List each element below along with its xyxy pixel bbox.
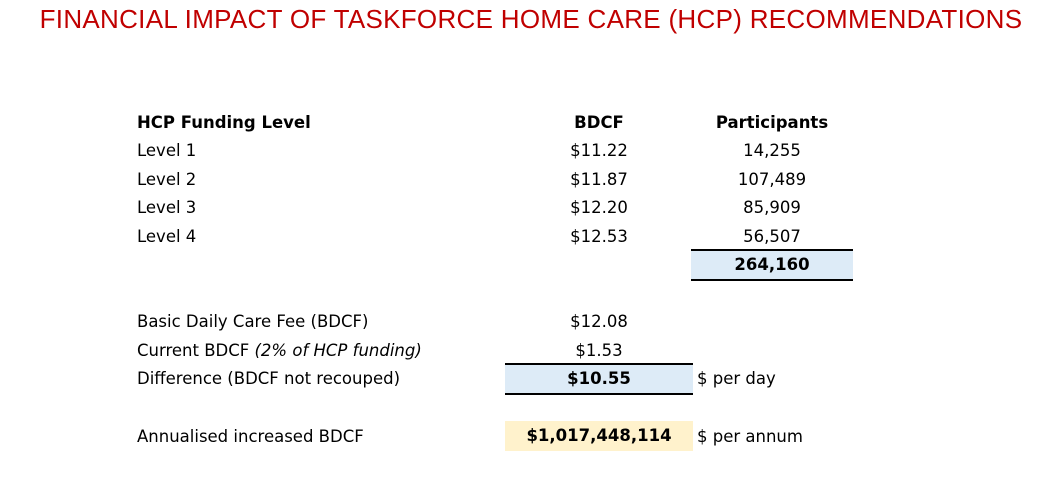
row-participants: 14,255 — [743, 141, 801, 160]
annual-label: Annualised increased BDCF — [137, 427, 364, 446]
current-bdcf-value: $1.53 — [575, 341, 623, 360]
row-bdcf: $12.20 — [570, 198, 628, 217]
difference-unit: $ per day — [697, 369, 776, 388]
total-participants: 264,160 — [691, 249, 853, 281]
header-participants: Participants — [715, 113, 829, 132]
header-funding-level: HCP Funding Level — [137, 113, 311, 132]
difference-label: Difference (BDCF not recouped) — [137, 369, 401, 388]
annual-value: $1,017,448,114 — [505, 421, 693, 451]
current-bdcf-text: Current BDCF — [137, 341, 255, 360]
header-bdcf: BDCF — [574, 113, 624, 132]
row-level: Level 3 — [137, 198, 197, 217]
row-participants: 56,507 — [743, 227, 801, 246]
row-participants: 107,489 — [737, 170, 807, 189]
current-bdcf-label: Current BDCF (2% of HCP funding) — [137, 337, 422, 365]
row-level: Level 4 — [137, 227, 197, 246]
page-title: FINANCIAL IMPACT OF TASKFORCE HOME CARE … — [39, 4, 1023, 34]
difference-value: $10.55 — [505, 363, 693, 395]
row-bdcf: $12.53 — [570, 227, 628, 246]
row-level: Level 2 — [137, 170, 197, 189]
row-participants: 85,909 — [743, 198, 801, 217]
current-bdcf-note: (2% of HCP funding) — [254, 341, 422, 360]
basic-bdcf-label: Basic Daily Care Fee (BDCF) — [137, 312, 369, 331]
row-bdcf: $11.22 — [570, 141, 628, 160]
annual-unit: $ per annum — [697, 427, 803, 446]
basic-bdcf-value: $12.08 — [570, 312, 628, 331]
row-level: Level 1 — [137, 141, 197, 160]
row-bdcf: $11.87 — [570, 170, 628, 189]
